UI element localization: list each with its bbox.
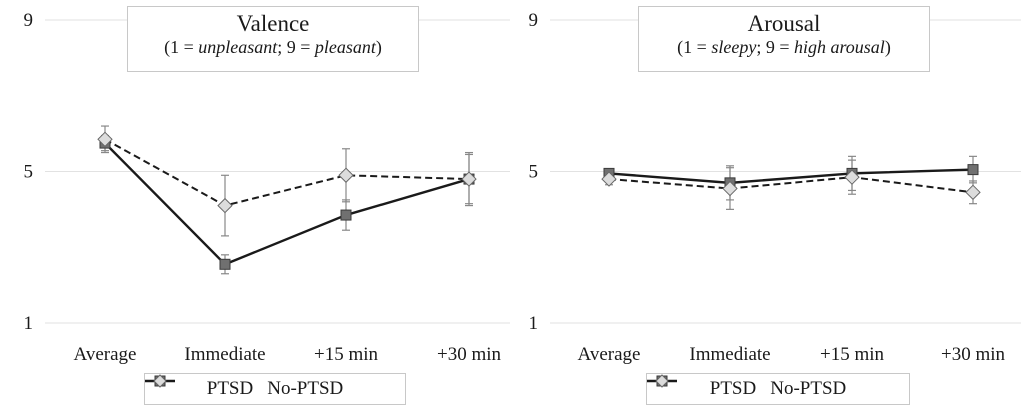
data-point: [461, 171, 477, 187]
x-tick-label: Immediate: [184, 344, 265, 365]
legend-label-no-ptsd: No-PTSD: [267, 378, 344, 399]
arousal-title-box: Arousal (1 = sleepy; 9 = high arousal): [638, 6, 930, 72]
series-line: [104, 138, 470, 207]
data-point: [340, 209, 352, 221]
legend-label-ptsd: PTSD: [709, 378, 757, 399]
data-point: [217, 197, 233, 214]
x-tick-label: +15 min: [314, 344, 379, 365]
legend-item-no-ptsd: No-PTSD: [145, 374, 344, 400]
x-tick-label: Average: [74, 344, 137, 365]
chart-subtitle: (1 = sleepy; 9 = high arousal): [677, 37, 891, 58]
y-tick-label: 1: [24, 313, 34, 334]
x-tick-label: Average: [578, 344, 641, 365]
chart-title: Arousal: [747, 11, 821, 36]
legend-label-no-ptsd: No-PTSD: [770, 378, 847, 399]
y-tick-label: 5: [529, 162, 539, 183]
chart-subtitle: (1 = unpleasant; 9 = pleasant): [164, 37, 382, 58]
x-tick-label: +15 min: [820, 344, 885, 365]
arousal-chart-panel: 9 5 1 Average Immediate +15 min +30 min Arousa…: [510, 0, 1021, 405]
arousal-legend: PTSD No-PTSD: [646, 373, 910, 405]
data-point: [601, 171, 617, 187]
x-tick-label: +30 min: [941, 344, 1006, 365]
valence-title-box: Valence (1 = unpleasant; 9 = pleasant): [127, 6, 419, 72]
data-point: [219, 258, 231, 270]
series-line: [608, 176, 974, 194]
series-line: [608, 168, 974, 185]
y-tick-label: 1: [529, 313, 539, 334]
legend-item-ptsd: PTSD: [145, 375, 254, 400]
y-tick-label: 9: [529, 10, 539, 31]
legend-label-ptsd: PTSD: [206, 378, 254, 399]
data-point: [722, 180, 738, 197]
data-point: [97, 131, 113, 148]
valence-chart-panel: 9 5 1 Average Immediate +15 min +30 min Valenc…: [0, 0, 510, 405]
y-tick-label: 9: [24, 10, 34, 31]
arousal-chart: 9 5 1 Average Immediate +15 min +30 min: [529, 10, 1021, 365]
legend-no-ptsd-symbol: [145, 374, 175, 388]
series-line: [104, 142, 470, 266]
data-point: [965, 184, 981, 201]
legend-item-no-ptsd: No-PTSD: [647, 374, 847, 400]
x-tick-label: +30 min: [437, 344, 502, 365]
chart-title: Valence: [236, 11, 310, 36]
data-point: [967, 164, 979, 176]
x-tick-label: Immediate: [689, 344, 770, 365]
valence-chart: 9 5 1 Average Immediate +15 min +30 min: [24, 10, 510, 365]
valence-legend: PTSD No-PTSD: [144, 373, 406, 405]
y-tick-label: 5: [24, 162, 34, 183]
legend-item-ptsd: PTSD: [647, 375, 757, 400]
data-point: [844, 169, 860, 185]
legend-no-ptsd-symbol: [647, 374, 677, 388]
data-point: [338, 167, 354, 183]
